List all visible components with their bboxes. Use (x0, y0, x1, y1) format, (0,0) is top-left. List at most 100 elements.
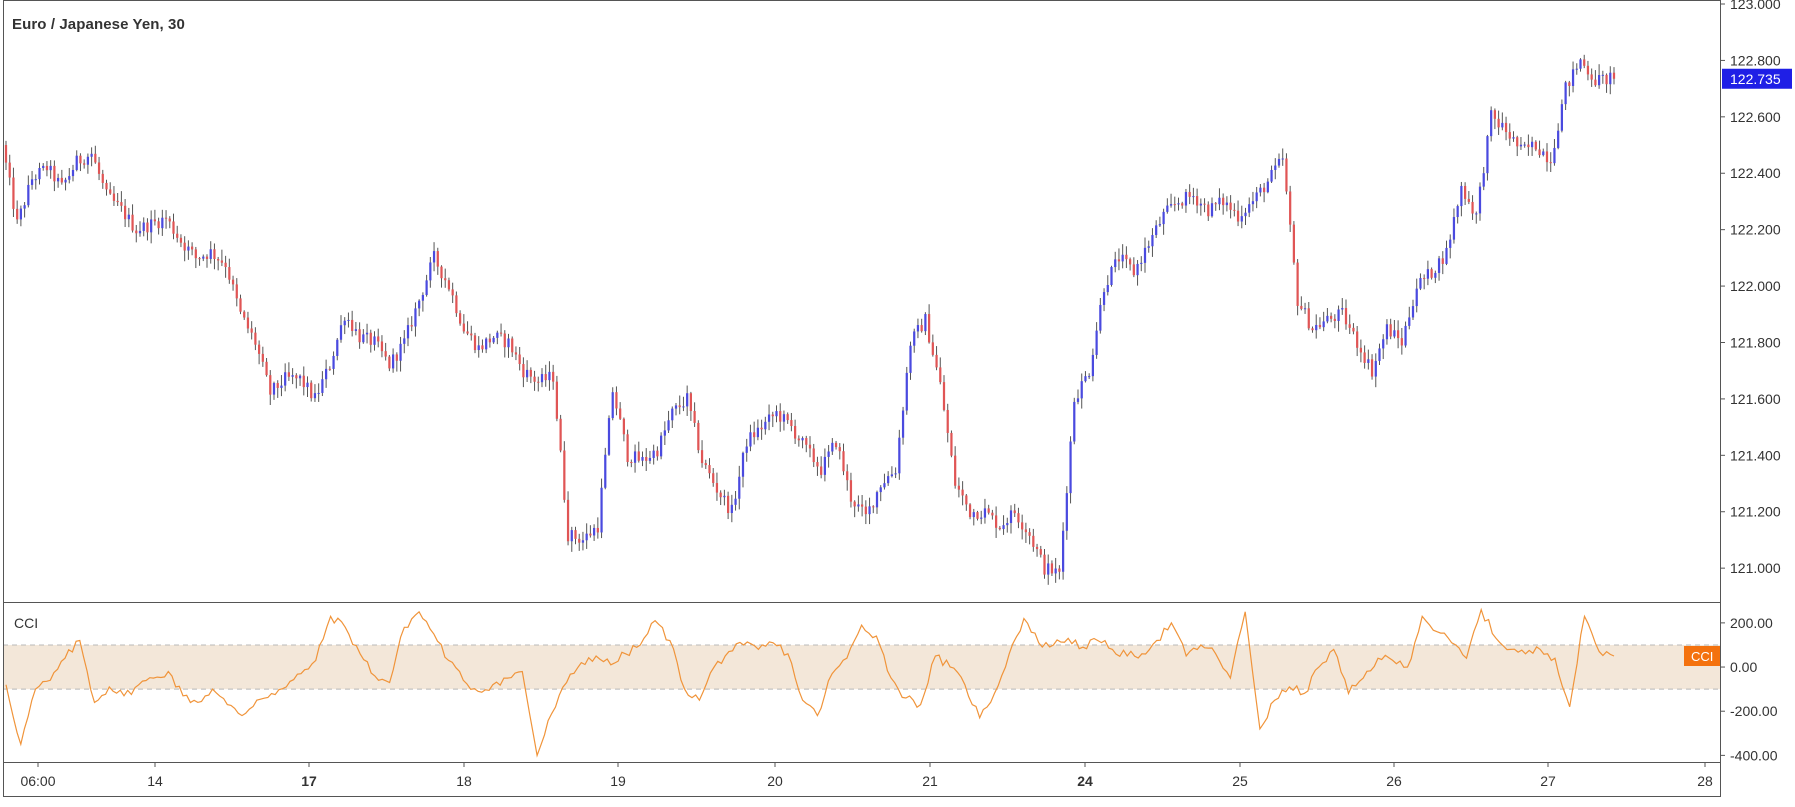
candle (269, 370, 272, 406)
candle (1564, 80, 1567, 110)
candle-body (1110, 267, 1113, 286)
candle (1169, 193, 1173, 208)
candle-body (875, 492, 879, 508)
price-tick-label: 122.400 (1730, 165, 1781, 181)
candle (1166, 198, 1169, 214)
candle-body (1426, 269, 1430, 279)
candle (418, 299, 421, 317)
candle-body (410, 325, 413, 327)
candle-body (753, 432, 756, 438)
candle-body (83, 163, 86, 165)
price-axis: 121.000 121.200 121.400 121.600 121.800 122.0… (1720, 0, 1781, 576)
candle-body (1270, 169, 1273, 182)
candle-body (64, 179, 67, 183)
candle-body (34, 179, 37, 181)
candle (120, 191, 123, 212)
candle (217, 256, 220, 271)
candle (1143, 237, 1147, 273)
candle (1047, 554, 1050, 585)
candle (641, 451, 644, 467)
candle (101, 169, 104, 189)
candle (1516, 135, 1519, 157)
candle-body (738, 476, 741, 499)
candle (254, 327, 257, 351)
candle-body (793, 425, 797, 439)
candle (1329, 312, 1333, 323)
candle-body (60, 177, 63, 183)
candle-body (1557, 130, 1560, 148)
candle (1419, 273, 1422, 291)
candle-body (380, 341, 384, 352)
candle (518, 346, 521, 371)
candle (767, 404, 771, 431)
candle-body (686, 393, 689, 407)
candle-body (607, 418, 611, 455)
candle-body (1370, 359, 1374, 377)
candle (1013, 503, 1016, 518)
candle (1251, 191, 1255, 212)
candle (1199, 198, 1202, 216)
candle-body (1396, 330, 1400, 339)
candle-body (421, 294, 425, 301)
candle (1501, 112, 1504, 131)
candle (414, 302, 417, 337)
cci-tick-label: 200.00 (1730, 615, 1773, 631)
candle (704, 459, 707, 469)
candle-body (942, 382, 946, 410)
candle-body (1188, 191, 1191, 197)
candle (540, 368, 544, 388)
candle (1352, 323, 1355, 335)
candle (150, 210, 153, 244)
candle (395, 352, 398, 372)
candle-body (652, 450, 655, 458)
candle-body (1155, 225, 1158, 236)
candle-body (16, 208, 19, 220)
candle (544, 364, 547, 387)
candle (1084, 371, 1087, 383)
candle (860, 495, 864, 517)
candle (1147, 240, 1150, 253)
candle (1456, 204, 1459, 224)
candle (894, 467, 897, 479)
candle (105, 179, 108, 196)
candle (578, 533, 581, 551)
candle-body (801, 438, 804, 441)
candle (109, 182, 112, 195)
candle-body (451, 289, 454, 296)
candle-body (849, 480, 853, 502)
cci-badge: CCI (1684, 646, 1720, 666)
candle-body (1177, 203, 1180, 205)
candle-body (760, 427, 763, 430)
candle (976, 510, 979, 521)
candle (1099, 297, 1102, 334)
candle-body (261, 353, 264, 362)
candle-body (827, 451, 830, 457)
candle-body (589, 533, 592, 536)
candle-body (406, 325, 410, 339)
candle (343, 317, 346, 335)
candle-body (920, 325, 923, 332)
candle (127, 207, 130, 228)
candle-body (1434, 272, 1437, 278)
candle-body (1047, 563, 1050, 575)
candle (458, 310, 462, 326)
candle (328, 366, 331, 371)
candle (1337, 305, 1340, 332)
candle-body (1382, 339, 1385, 349)
candle-body (56, 177, 60, 182)
candle (1088, 373, 1091, 380)
candle (280, 375, 283, 397)
candle (399, 336, 402, 372)
candle-body (354, 329, 358, 331)
candle-body (771, 414, 774, 417)
candle-body (1430, 269, 1433, 278)
candle (700, 440, 704, 468)
candle-body (481, 345, 484, 350)
candle-body (954, 455, 957, 486)
candle-body (444, 278, 447, 281)
candle (1356, 326, 1359, 357)
candle-body (1501, 122, 1504, 128)
candle (674, 402, 678, 416)
candle (485, 337, 488, 354)
candle-body (581, 540, 585, 543)
